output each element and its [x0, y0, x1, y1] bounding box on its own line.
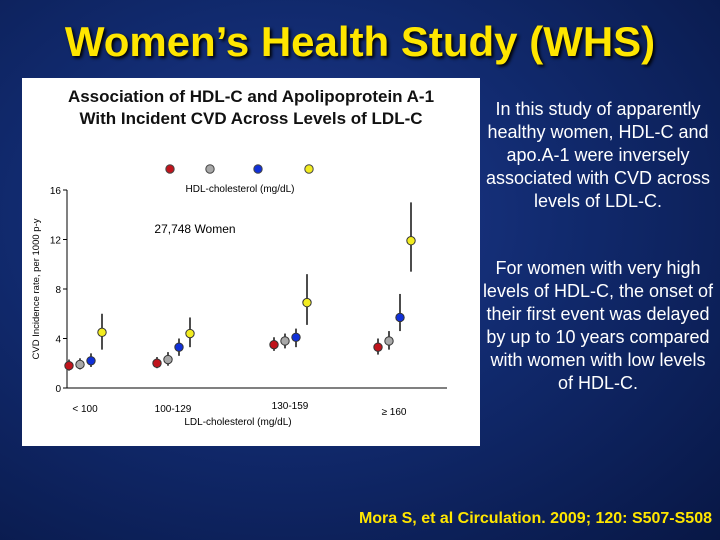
legend-marker: [165, 164, 175, 174]
x-axis-label: LDL-cholesterol (mg/dL): [184, 417, 291, 428]
y-tick-label: 12: [50, 236, 62, 247]
data-point: [291, 332, 301, 342]
legend-marker: [253, 164, 263, 174]
data-point: [97, 327, 107, 338]
data-point: [280, 336, 290, 346]
data-point: [174, 342, 184, 352]
annotation-text: 27,748 Women: [154, 222, 235, 236]
chart-title: Association of HDL-C and Apolipoprotein …: [22, 86, 480, 130]
chart-title-line-2: With Incident CVD Across Levels of LDL-C: [79, 109, 423, 128]
y-tick-label: 0: [55, 384, 61, 395]
y-axis-label: CVD Incidence rate, per 1000 p-y: [31, 218, 42, 359]
summary-paragraph-2: For women with very high levels of HDL-C…: [482, 258, 714, 393]
y-tick-label: 16: [50, 186, 62, 197]
x-tick-label: < 100: [72, 404, 98, 415]
citation: Mora S, et al Circulation. 2009; 120: S5…: [358, 510, 712, 527]
chart-panel: Association of HDL-C and Apolipoprotein …: [22, 78, 480, 446]
data-point: [406, 236, 416, 246]
data-point: [86, 356, 96, 366]
legend-marker: [304, 164, 314, 174]
data-point: [75, 359, 85, 370]
slide-title: Women’s Health Study (WHS): [64, 18, 656, 65]
legend-label: HDL-cholesterol (mg/dL): [186, 184, 295, 195]
chart-title-line-1: Association of HDL-C and Apolipoprotein …: [67, 87, 435, 106]
x-tick-label: ≥ 160: [382, 407, 407, 418]
data-point: [302, 297, 312, 308]
data-point: [185, 328, 195, 339]
data-point: [152, 358, 162, 368]
summary-paragraph-1: In this study of apparently healthy wome…: [485, 99, 711, 211]
legend-marker: [205, 164, 215, 174]
chart-plot: 0 4 8 12 16 CVD Incidence rate, per 1000 p-y H…: [31, 164, 447, 428]
data-point: [384, 336, 394, 346]
data-point: [269, 339, 279, 350]
data-point: [64, 361, 74, 371]
x-tick-label: 100-129: [155, 404, 192, 415]
data-point: [395, 312, 405, 323]
y-tick-label: 4: [55, 335, 61, 346]
x-tick-label: 130-159: [272, 401, 309, 412]
data-point: [163, 354, 173, 365]
y-tick-label: 8: [55, 285, 61, 296]
data-point: [373, 342, 383, 352]
